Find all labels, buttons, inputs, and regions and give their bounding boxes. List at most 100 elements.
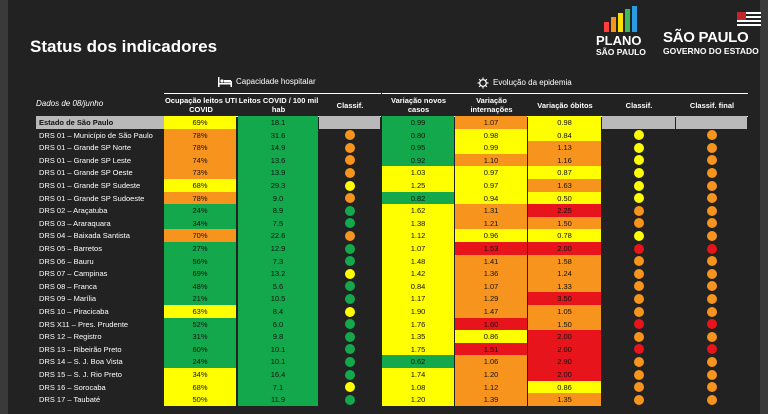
classif-epidemia-cell	[602, 368, 675, 381]
region-name: DRS 03 – Araraquara	[39, 218, 111, 228]
classif-final-status-dot	[707, 344, 717, 355]
classif-final-cell	[676, 292, 747, 305]
classif-epidemia-cell	[602, 292, 675, 305]
classif-epidemia-status-dot	[634, 155, 644, 166]
obitos-value: 1.33	[528, 279, 601, 293]
classif-epidemia-status-dot	[634, 243, 644, 254]
logo-text: SÃO PAULO	[663, 29, 749, 46]
casos-value: 1.75	[382, 342, 454, 356]
classif-epidemia-cell	[602, 166, 675, 179]
classif-epidemia-status-dot	[634, 331, 644, 342]
table-row: DRS X11 – Pres. Prudente 52% 6.0 1.76 1.60 1.…	[36, 317, 748, 332]
classif-hospital-cell	[319, 166, 380, 179]
classif-hospital-cell	[319, 267, 380, 280]
leitos-value: 8.4	[238, 305, 318, 318]
classif-hospital-cell	[319, 330, 380, 343]
table-row: DRS 13 – Ribeirão Preto 60% 10.1 1.75 1.51 2.…	[36, 342, 748, 357]
leitos-value: 10.5	[238, 292, 318, 306]
internacoes-value: 1.29	[455, 292, 527, 306]
casos-value: 1.07	[382, 242, 454, 255]
obitos-value: 0.87	[528, 166, 601, 180]
internacoes-value: 1.41	[455, 254, 527, 268]
classif-final-cell	[676, 318, 747, 331]
ocupacao-value: 78%	[164, 141, 236, 155]
classif-hospital-cell	[319, 179, 380, 192]
ocupacao-value: 69%	[164, 267, 236, 281]
classif-epidemia-cell	[602, 242, 675, 255]
classif-final-status-dot	[707, 218, 717, 229]
casos-value: 0.82	[382, 191, 454, 205]
ocupacao-value: 56%	[164, 254, 236, 268]
leitos-value: 13.6	[238, 153, 318, 167]
classif-final-status-dot	[707, 281, 717, 292]
ocupacao-value: 69%	[164, 116, 236, 129]
casos-value: 1.20	[382, 393, 454, 407]
column-header-casos: Variação novos casos	[382, 93, 455, 117]
region-name: DRS 15 – S. J. Rio Preto	[39, 370, 122, 379]
internacoes-value: 1.31	[455, 204, 527, 218]
classif-final-cell	[676, 129, 747, 142]
internacoes-value: 1.10	[455, 153, 527, 167]
sp-flag-icon	[737, 12, 761, 28]
internacoes-value: 0.86	[455, 330, 527, 344]
obitos-value: 1.13	[528, 141, 601, 155]
classif-epidemia-status-dot	[634, 142, 644, 153]
classif-hospital-status-dot	[345, 218, 355, 229]
classif-hospital-cell	[319, 368, 380, 381]
classif-epidemia-status-dot	[634, 394, 644, 405]
internacoes-value: 1.21	[455, 216, 527, 230]
leitos-value: 29.3	[238, 179, 318, 192]
ocupacao-value: 50%	[164, 393, 236, 407]
virus-icon	[477, 77, 489, 89]
classif-epidemia-cell	[602, 154, 675, 167]
table-row: DRS 14 – S. J. Boa Vista 24% 10.1 0.62 1.06 2…	[36, 355, 748, 369]
classif-epidemia-status-dot	[634, 382, 644, 393]
column-header-internacoes: Variação internações	[455, 93, 528, 117]
obitos-value: 3.50	[528, 292, 601, 306]
ocupacao-value: 73%	[164, 166, 236, 180]
leitos-value: 6.0	[238, 317, 318, 331]
classif-hospital-status-dot	[345, 167, 355, 178]
ocupacao-value: 48%	[164, 279, 236, 293]
ocupacao-value: 63%	[164, 305, 236, 318]
classif-final-cell	[676, 368, 747, 381]
leitos-value: 9.0	[238, 191, 318, 205]
date-label: Dados de 08/junho	[36, 99, 104, 108]
casos-value: 0.84	[382, 279, 454, 293]
region-name: DRS X11 – Pres. Prudente	[39, 319, 129, 329]
classif-final-cell	[676, 154, 747, 167]
region-name: DRS 01 – Grande SP Sudoeste	[39, 193, 145, 203]
classif-final-cell	[676, 343, 747, 356]
obitos-value: 1.50	[528, 317, 601, 331]
region-name: DRS 02 – Araçatuba	[39, 206, 108, 216]
obitos-value: 0.98	[528, 116, 601, 129]
classif-final-status-dot	[707, 306, 717, 317]
obitos-value: 1.50	[528, 216, 601, 230]
classif-hospital-cell	[319, 393, 380, 406]
classif-hospital-cell	[319, 355, 380, 368]
classif-epidemia-status-dot	[634, 205, 644, 216]
classif-hospital-cell	[319, 192, 380, 205]
classif-epidemia-status-dot	[634, 268, 644, 279]
leitos-value: 22.6	[238, 229, 318, 243]
classif-epidemia-cell	[602, 318, 675, 331]
classif-final-status-dot	[707, 130, 717, 141]
classif-final-cell	[676, 242, 747, 255]
region-name: DRS 10 – Piracicaba	[39, 307, 109, 316]
classif-hospital-status-dot	[345, 344, 355, 355]
obitos-value: 0.84	[528, 128, 601, 142]
logo-bars-icon	[604, 6, 644, 32]
internacoes-value: 1.60	[455, 317, 527, 331]
internacoes-value: 0.99	[455, 141, 527, 155]
ocupacao-value: 31%	[164, 330, 236, 344]
classif-hospital-status-dot	[345, 369, 355, 380]
classif-epidemia-cell	[602, 141, 675, 154]
classif-hospital-cell	[319, 116, 380, 129]
classif-final-cell	[676, 330, 747, 343]
table-row: DRS 04 – Baixada Santista 70% 22.6 1.12 0.96…	[36, 229, 748, 243]
internacoes-value: 0.98	[455, 128, 527, 142]
casos-value: 1.25	[382, 179, 454, 192]
classif-hospital-cell	[319, 318, 380, 331]
leitos-value: 18.1	[238, 116, 318, 129]
classif-final-status-dot	[707, 331, 717, 342]
